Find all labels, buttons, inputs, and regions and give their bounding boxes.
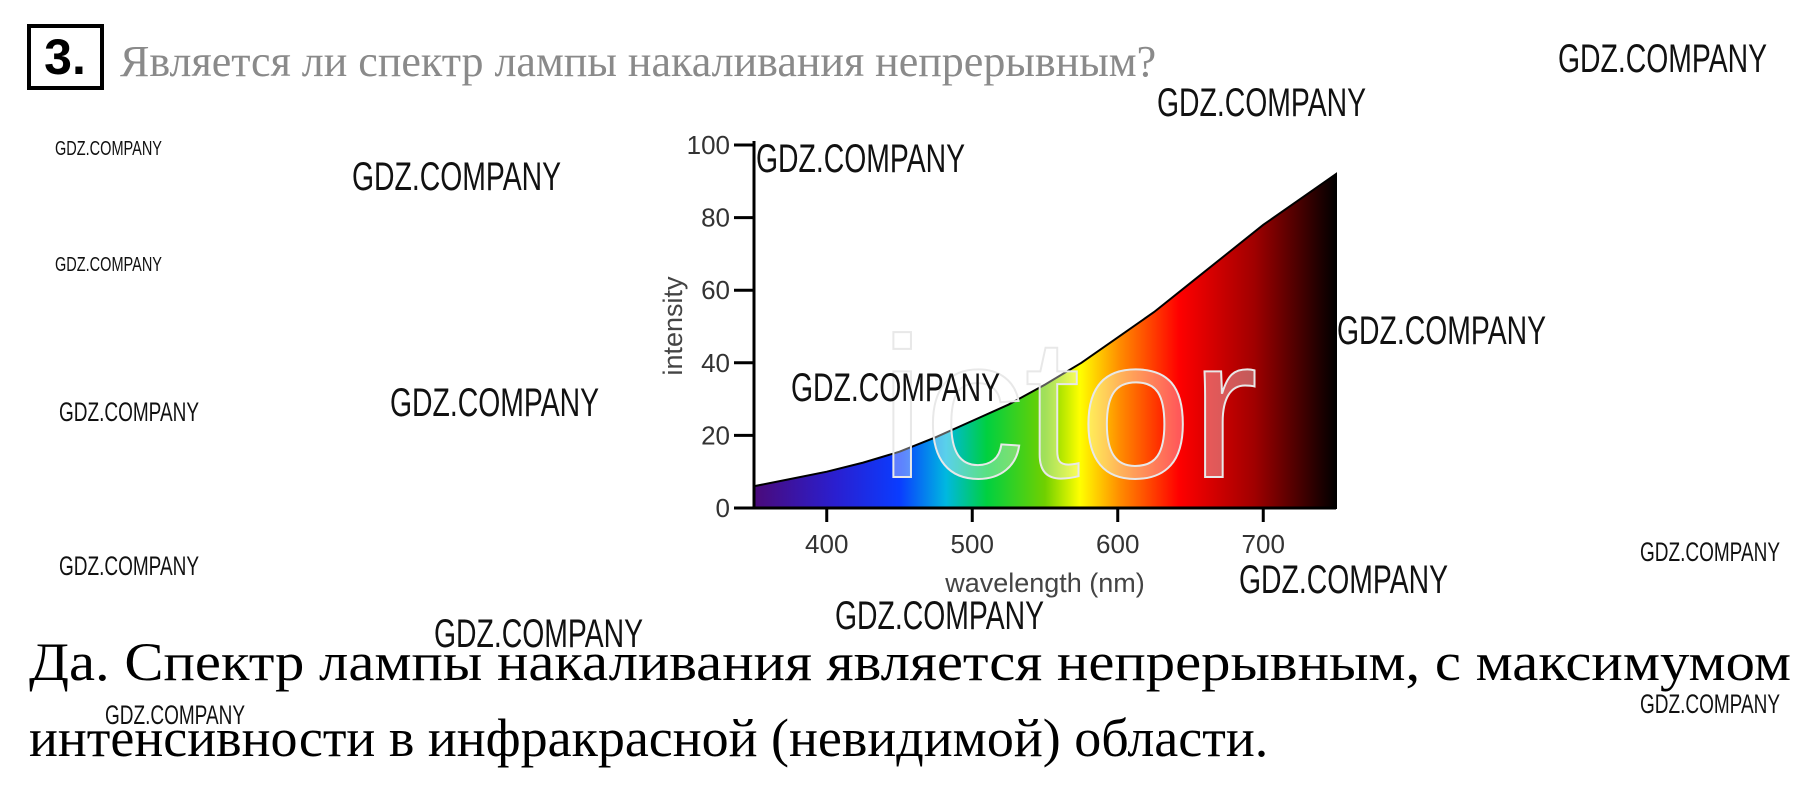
- y-axis-label: intensity: [658, 276, 688, 376]
- watermark: GDZ.COMPANY: [791, 366, 1000, 410]
- answer-line: интенсивности в инфракрасной (невидимой)…: [29, 708, 1268, 768]
- x-tick-label: 500: [951, 529, 994, 559]
- y-tick-label: 100: [687, 130, 730, 160]
- watermark: GDZ.COMPANY: [55, 138, 162, 160]
- watermark: GDZ.COMPANY: [390, 381, 599, 425]
- spectrum-figure: 0 20 40 60 80 100 400 500 600 700 wavelength (nm) i…: [658, 130, 1337, 598]
- y-tick-label: 0: [716, 493, 730, 523]
- x-tick-label: 700: [1242, 529, 1285, 559]
- y-tick-label: 60: [701, 275, 730, 305]
- watermark: GDZ.COMPANY: [1640, 537, 1780, 567]
- x-tick-label: 400: [805, 529, 848, 559]
- intensity-area: [753, 172, 1337, 509]
- x-tick-label: 600: [1096, 529, 1139, 559]
- y-tick-label: 20: [701, 420, 730, 450]
- y-tick-label: 40: [701, 348, 730, 378]
- watermark: GDZ.COMPANY: [434, 612, 643, 656]
- watermark: GDZ.COMPANY: [59, 551, 199, 581]
- overlay-watermark: ictor: [880, 297, 1258, 520]
- watermark: GDZ.COMPANY: [55, 254, 162, 276]
- watermark: GDZ.COMPANY: [756, 137, 965, 181]
- x-axis-label: wavelength (nm): [944, 568, 1145, 598]
- watermarks: GDZ.COMPANY GDZ.COMPANY GDZ.COMPANY GDZ.COM…: [55, 37, 1780, 730]
- watermark: GDZ.COMPANY: [1640, 689, 1780, 719]
- watermark: GDZ.COMPANY: [105, 700, 245, 730]
- answer-line: Да. Спектр лампы накаливания является не…: [29, 632, 1791, 692]
- watermark: GDZ.COMPANY: [835, 594, 1044, 638]
- watermark: GDZ.COMPANY: [352, 155, 561, 199]
- watermark: GDZ.COMPANY: [1157, 81, 1366, 125]
- y-tick-label: 80: [701, 203, 730, 233]
- question-number: 3.: [44, 29, 86, 85]
- watermark: GDZ.COMPANY: [1337, 309, 1546, 353]
- watermark: GDZ.COMPANY: [1558, 37, 1767, 81]
- question-text: Является ли спектр лампы накаливания неп…: [120, 37, 1156, 86]
- watermark: GDZ.COMPANY: [59, 397, 199, 427]
- watermark: GDZ.COMPANY: [1239, 558, 1448, 602]
- number-box: [27, 24, 104, 90]
